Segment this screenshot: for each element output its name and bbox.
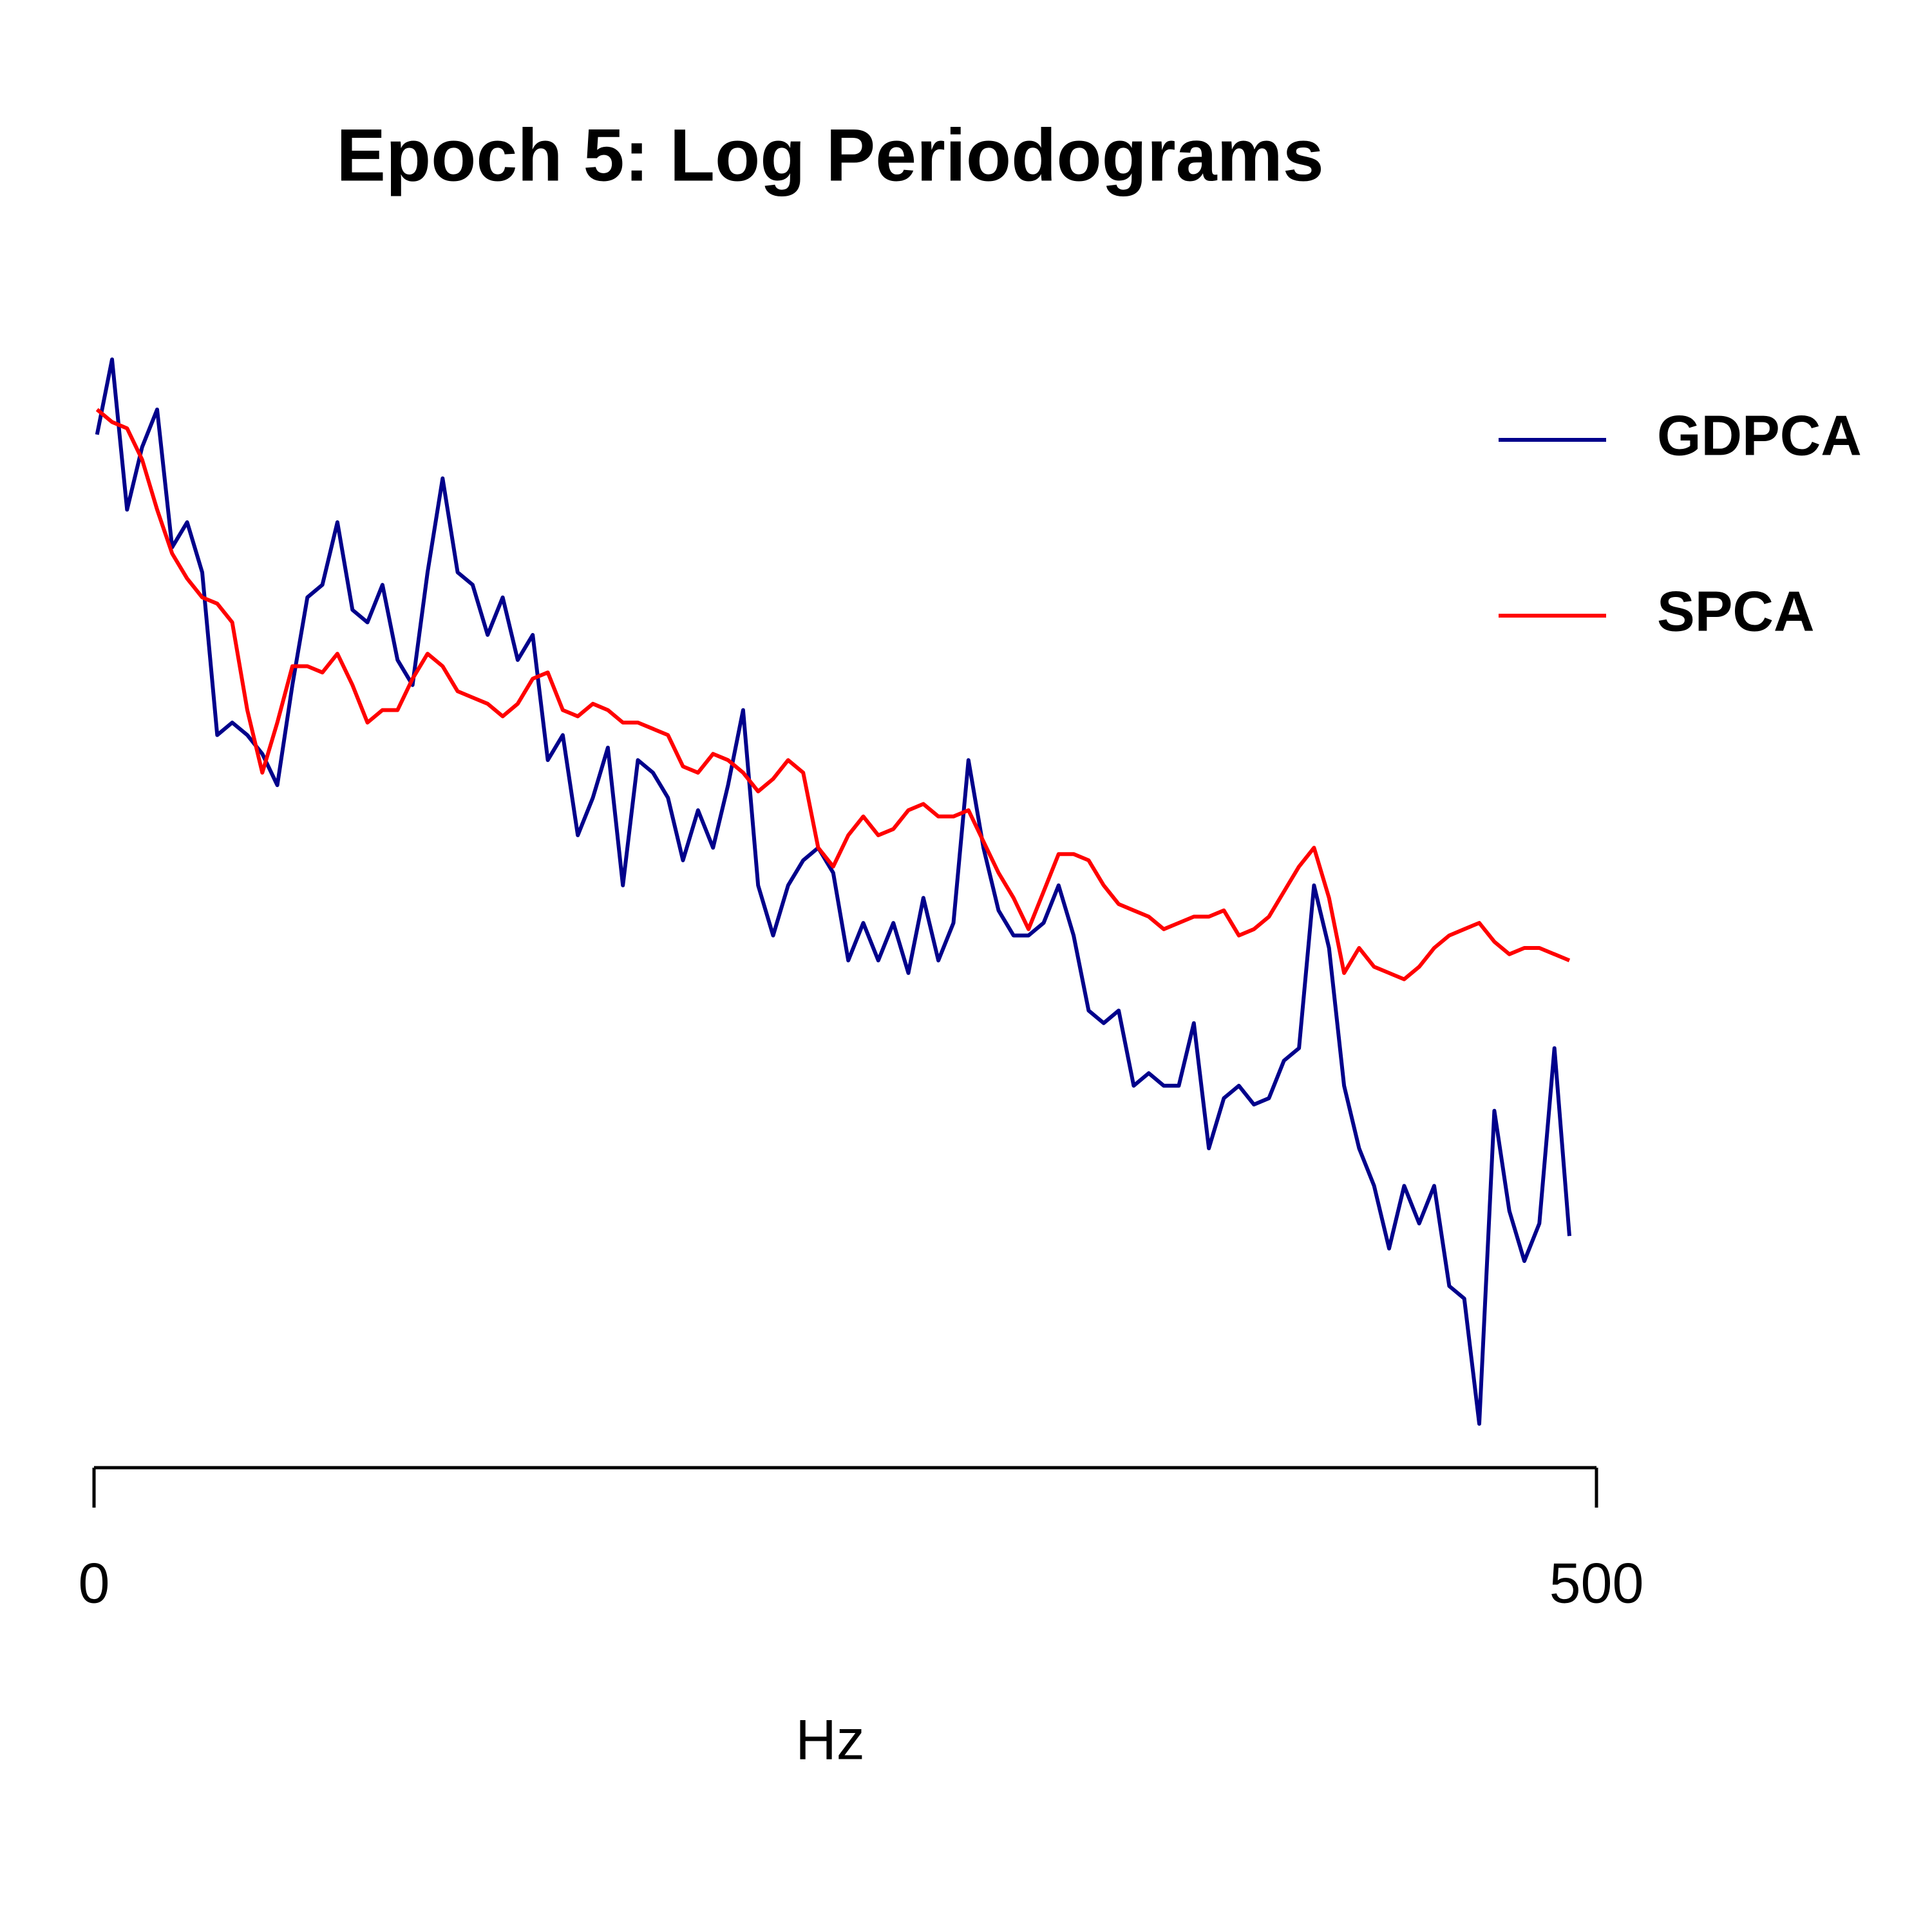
legend-label: GDPCA — [1657, 403, 1862, 467]
legend-label: SPCA — [1657, 579, 1815, 643]
x-tick-label: 500 — [1549, 1551, 1644, 1615]
x-tick-label: 0 — [79, 1551, 110, 1615]
series-line — [95, 357, 1571, 1426]
chart-title: Epoch 5: Log Periodograms — [336, 114, 1324, 196]
series-line — [95, 408, 1571, 981]
x-axis-label: Hz — [795, 1707, 865, 1771]
